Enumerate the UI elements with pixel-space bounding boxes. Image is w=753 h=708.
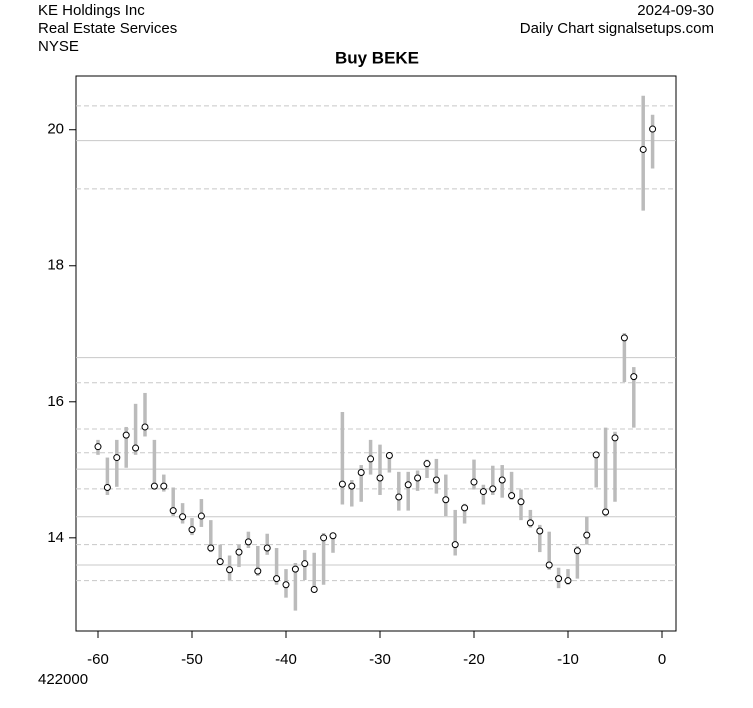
- close-point: [338, 480, 346, 488]
- y-tick-label: 18: [47, 257, 64, 274]
- close-point: [301, 560, 309, 568]
- close-point: [320, 534, 328, 542]
- close-point: [150, 482, 158, 490]
- close-point: [489, 485, 497, 493]
- close-point: [169, 507, 177, 515]
- x-tick-label: 0: [658, 651, 666, 668]
- footer: 422000: [38, 671, 88, 688]
- close-point: [226, 566, 234, 574]
- close-point: [103, 483, 111, 491]
- close-point: [376, 474, 384, 482]
- close-point: [611, 434, 619, 442]
- close-point: [404, 481, 412, 489]
- close-point: [470, 478, 478, 486]
- close-point: [592, 451, 600, 459]
- chart-title: Buy BEKE: [335, 48, 419, 67]
- x-tick-label: -30: [369, 651, 391, 668]
- close-point: [564, 577, 572, 585]
- close-point: [197, 512, 205, 520]
- close-point: [461, 504, 469, 512]
- close-point: [188, 526, 196, 534]
- x-tick-label: -20: [463, 651, 485, 668]
- close-point: [479, 488, 487, 496]
- x-tick-label: -10: [557, 651, 579, 668]
- close-point: [94, 443, 102, 451]
- close-point: [367, 455, 375, 463]
- close-point: [216, 558, 224, 566]
- close-point: [310, 586, 318, 594]
- close-point: [141, 423, 149, 431]
- close-point: [545, 561, 553, 569]
- close-point: [357, 469, 365, 477]
- source: Daily Chart signalsetups.com: [520, 20, 714, 37]
- date: 2024-09-30: [637, 2, 714, 19]
- close-point: [414, 474, 422, 482]
- close-point: [254, 567, 262, 575]
- close-point: [451, 541, 459, 549]
- y-tick-label: 16: [47, 393, 64, 410]
- close-point: [291, 565, 299, 573]
- close-point: [630, 373, 638, 381]
- sector: Real Estate Services: [38, 20, 177, 37]
- close-point: [423, 460, 431, 468]
- close-point: [263, 544, 271, 552]
- close-point: [273, 575, 281, 583]
- close-point: [620, 334, 628, 342]
- close-point: [442, 496, 450, 504]
- close-point: [113, 454, 121, 462]
- close-point: [395, 493, 403, 501]
- close-point: [639, 145, 647, 153]
- close-point: [282, 581, 290, 589]
- close-point: [508, 492, 516, 500]
- close-point: [235, 548, 243, 556]
- exchange: NYSE: [38, 38, 79, 55]
- close-point: [385, 452, 393, 460]
- close-point: [573, 547, 581, 555]
- close-point: [432, 476, 440, 484]
- close-point: [160, 482, 168, 490]
- close-point: [583, 531, 591, 539]
- close-point: [498, 476, 506, 484]
- close-point: [649, 125, 657, 133]
- close-point: [536, 527, 544, 535]
- x-tick-label: -50: [181, 651, 203, 668]
- close-point: [122, 431, 130, 439]
- close-point: [244, 538, 252, 546]
- plot-frame: [75, 75, 677, 632]
- close-point: [132, 444, 140, 452]
- close-point: [207, 544, 215, 552]
- close-point: [517, 498, 525, 506]
- company: KE Holdings Inc: [38, 2, 145, 19]
- close-point: [348, 482, 356, 490]
- y-tick-label: 20: [47, 121, 64, 138]
- close-point: [526, 519, 534, 527]
- x-tick-label: -60: [87, 651, 109, 668]
- close-point: [179, 513, 187, 521]
- x-tick-label: -40: [275, 651, 297, 668]
- y-tick-label: 14: [47, 529, 64, 546]
- close-point: [555, 575, 563, 583]
- close-point: [329, 532, 337, 540]
- close-point: [602, 508, 610, 516]
